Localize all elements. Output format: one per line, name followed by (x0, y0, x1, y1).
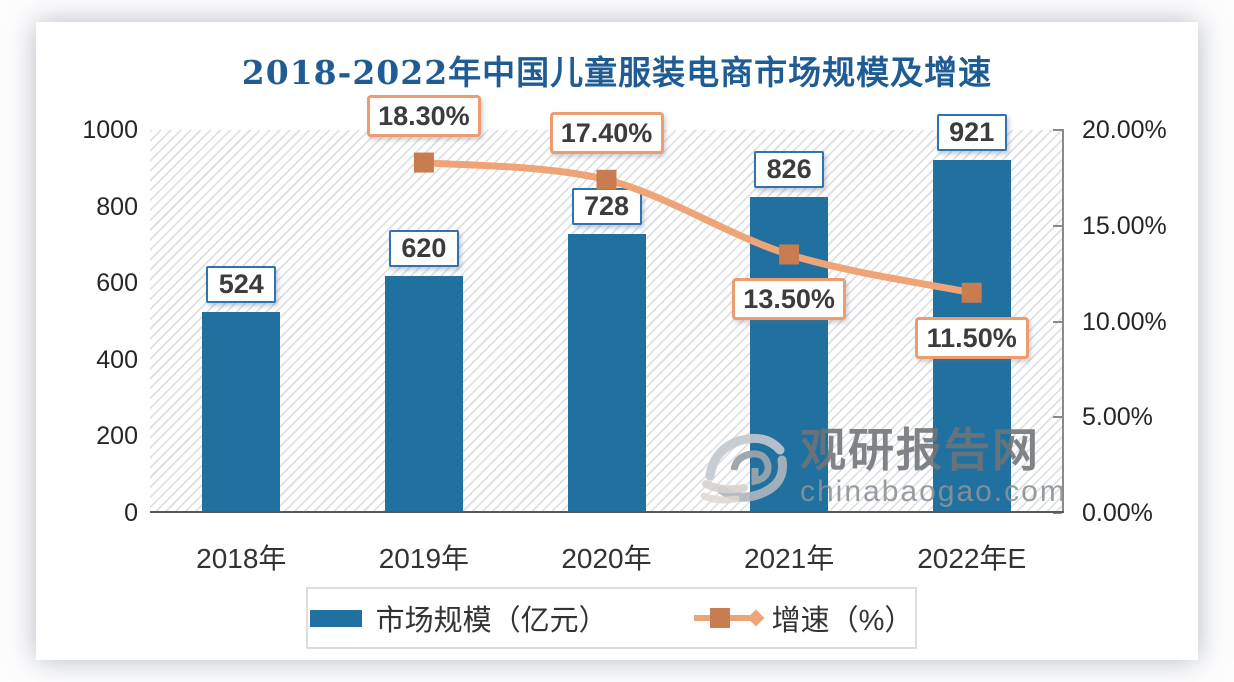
left-axis-tick-label: 1000 (82, 116, 138, 144)
watermark-text: 观研报告网 chinabaogao.com (800, 424, 1067, 508)
bar-2020年 (567, 234, 646, 511)
right-axis-tick-mark (1053, 512, 1062, 514)
legend: 市场规模（亿元） 增速（%） (306, 587, 917, 649)
growth-marker-icon (779, 244, 800, 265)
legend-item-growth: 增速（%） (693, 597, 914, 639)
legend-item-market-size: 市场规模（亿元） (309, 597, 608, 639)
right-axis-tick-label: 10.00% (1082, 307, 1167, 336)
watermark-domain: chinabaogao.com (800, 475, 1067, 508)
x-axis-label-2018年: 2018年 (196, 543, 287, 574)
growth-label: 13.50% (732, 278, 847, 321)
growth-line-layer (413, 152, 982, 303)
bar-value-label: 728 (571, 188, 642, 226)
growth-marker-icon (596, 169, 617, 190)
right-axis-tick-mark (1053, 416, 1062, 419)
bar-2018年 (202, 312, 281, 511)
bar-series-swatch-icon (309, 609, 362, 627)
x-axis-label-2021年: 2021年 (743, 543, 835, 574)
x-axis-label-2020年: 2020年 (561, 543, 652, 574)
right-axis-tick-label: 15.00% (1082, 211, 1167, 240)
growth-marker-icon (961, 282, 982, 303)
watermark-site-name: 观研报告网 (800, 424, 1040, 476)
bar-2019年 (384, 275, 463, 511)
right-axis-tick-label: 5.00% (1082, 403, 1153, 432)
bar-value-label: 524 (206, 266, 277, 304)
chart-title: 2018-2022年中国儿童服装电商市场规模及增速 (241, 53, 993, 92)
right-axis-tick-mark (1053, 320, 1062, 323)
x-axis-label-2022年E: 2022年E (917, 543, 1027, 574)
x-axis-line (150, 511, 1064, 513)
growth-label: 18.30% (366, 94, 481, 137)
left-axis-tick-label: 200 (96, 422, 138, 451)
legend-label-market-size: 市场规模（亿元） (375, 605, 608, 637)
watermark: 观研报告网 chinabaogao.com (700, 424, 1067, 512)
right-axis-tick-label: 0.00% (1082, 499, 1153, 527)
bar-value-label: 826 (754, 150, 825, 188)
right-axis-tick-label: 20.00% (1082, 116, 1167, 144)
growth-label: 11.50% (914, 316, 1029, 359)
x-axis-label-2019年: 2019年 (378, 543, 470, 574)
bar-value-label: 620 (388, 229, 459, 267)
right-axis-tick-mark (1053, 224, 1062, 227)
right-axis-tick-mark (1053, 129, 1062, 131)
left-axis-tick-label: 800 (96, 192, 138, 221)
left-axis-tick-label: 600 (96, 269, 138, 298)
bar-value-label: 921 (936, 114, 1007, 152)
growth-label: 17.40% (549, 111, 664, 154)
right-axis-line (1062, 129, 1064, 513)
line-series-swatch-icon (693, 608, 765, 628)
legend-label-growth: 增速（%） (771, 605, 914, 637)
left-axis-tick-label: 0 (124, 499, 138, 527)
growth-line (423, 159, 973, 297)
watermark-logo-icon (700, 433, 788, 504)
growth-marker-icon (413, 152, 434, 173)
left-axis-tick-label: 400 (96, 345, 138, 374)
